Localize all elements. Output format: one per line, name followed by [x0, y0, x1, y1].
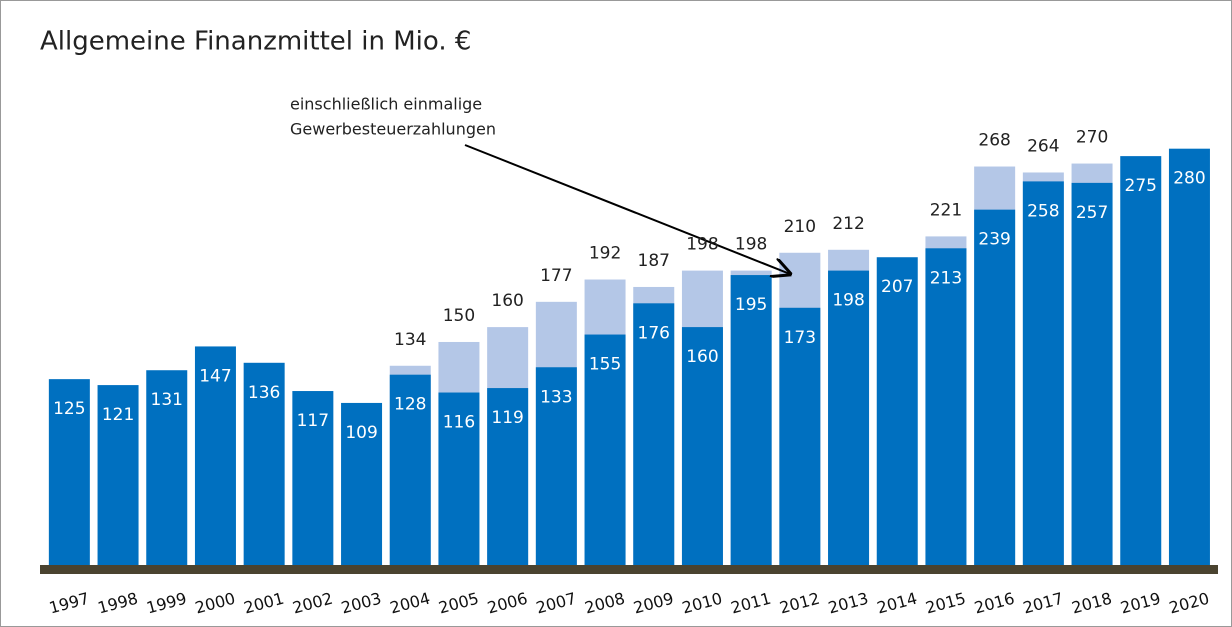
bar	[633, 303, 675, 565]
bar	[389, 374, 431, 565]
bar	[97, 385, 139, 565]
data-label: 160	[491, 291, 523, 311]
data-label: 268	[978, 131, 1010, 151]
data-label: 150	[443, 306, 475, 326]
data-label: 198	[686, 235, 718, 255]
data-label: 264	[1027, 136, 1059, 156]
data-label: 195	[735, 295, 767, 315]
data-label: 280	[1173, 169, 1205, 189]
data-label: 125	[53, 399, 85, 419]
data-label: 147	[199, 366, 231, 386]
annotation: Gewerbesteuerzahlungen	[290, 120, 496, 139]
data-label: 192	[589, 244, 621, 264]
data-label: 221	[930, 200, 962, 220]
data-label: 116	[443, 413, 475, 433]
data-label: 119	[491, 408, 523, 428]
bar	[584, 334, 626, 565]
bar	[925, 248, 967, 566]
bar	[1120, 156, 1162, 566]
data-label: 258	[1027, 201, 1059, 221]
bar	[438, 392, 480, 565]
bar	[828, 270, 870, 565]
data-label: 128	[394, 395, 426, 415]
data-label: 117	[297, 411, 329, 431]
baseline	[40, 565, 1218, 574]
data-label: 270	[1076, 128, 1108, 148]
data-label: 198	[832, 291, 864, 311]
data-label: 257	[1076, 203, 1108, 223]
data-label: 207	[881, 277, 913, 297]
bar	[243, 362, 285, 565]
data-label: 212	[832, 214, 864, 234]
bar	[1022, 181, 1064, 566]
bar	[146, 370, 188, 565]
data-label: 155	[589, 355, 621, 375]
data-label: 173	[784, 328, 816, 348]
bar	[974, 209, 1016, 566]
bar	[48, 379, 90, 565]
data-label: 210	[784, 217, 816, 237]
bar	[535, 367, 577, 565]
bar	[194, 346, 236, 565]
bar	[681, 327, 723, 565]
data-label: 160	[686, 347, 718, 367]
bar	[292, 391, 334, 565]
data-label: 213	[930, 268, 962, 288]
bar	[730, 275, 772, 565]
data-label: 177	[540, 266, 572, 286]
data-label: 187	[638, 251, 670, 271]
data-label: 239	[978, 230, 1010, 250]
bar	[341, 402, 383, 565]
bar	[1168, 148, 1210, 565]
data-label: 134	[394, 330, 426, 350]
bar	[1071, 182, 1113, 565]
bar	[779, 307, 821, 565]
data-label: 131	[151, 390, 183, 410]
data-label: 136	[248, 383, 280, 403]
data-label: 198	[735, 235, 767, 255]
data-label: 176	[638, 323, 670, 343]
bar	[876, 257, 918, 565]
bar	[487, 388, 529, 565]
data-label: 109	[345, 423, 377, 443]
data-label: 275	[1125, 176, 1157, 196]
annotation: einschließlich einmalige	[290, 95, 482, 114]
data-label: 121	[102, 405, 134, 425]
chart-title: Allgemeine Finanzmittel in Mio. €	[40, 27, 471, 57]
data-label: 133	[540, 387, 572, 407]
annotation-arrow	[464, 144, 790, 274]
